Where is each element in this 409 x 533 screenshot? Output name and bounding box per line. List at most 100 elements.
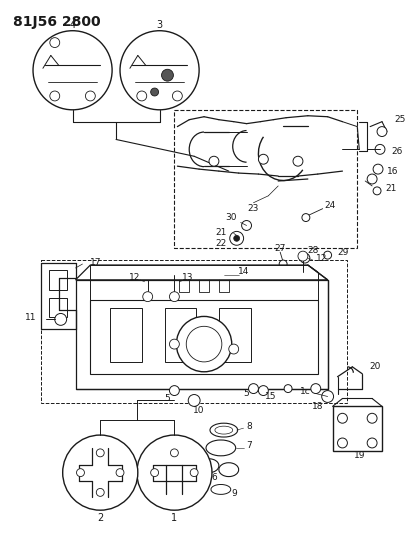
Circle shape [279, 260, 287, 268]
Circle shape [33, 31, 112, 110]
Text: 10: 10 [193, 406, 205, 415]
Text: 3: 3 [157, 20, 163, 30]
Circle shape [377, 127, 387, 136]
Circle shape [258, 386, 268, 395]
Text: 1c: 1c [300, 387, 311, 396]
Circle shape [55, 313, 67, 325]
Circle shape [173, 91, 182, 101]
Circle shape [293, 156, 303, 166]
Text: 5: 5 [164, 394, 171, 403]
Bar [333, 406, 382, 451]
Bar [90, 300, 318, 374]
Text: 7: 7 [247, 441, 252, 450]
Circle shape [76, 469, 84, 477]
Text: 12: 12 [129, 273, 141, 282]
Bar [179, 272, 189, 292]
Bar [76, 280, 328, 389]
Text: 9: 9 [232, 489, 238, 498]
Text: 8: 8 [247, 422, 252, 431]
Circle shape [375, 144, 385, 154]
Circle shape [151, 469, 159, 477]
Circle shape [85, 91, 95, 101]
Circle shape [322, 391, 334, 402]
Text: 24: 24 [324, 201, 335, 210]
Circle shape [367, 174, 377, 184]
Circle shape [190, 469, 198, 477]
Bar [164, 308, 196, 362]
Circle shape [151, 88, 159, 96]
Bar [174, 110, 357, 248]
Circle shape [143, 292, 153, 302]
Circle shape [229, 344, 239, 354]
Text: 5: 5 [244, 389, 249, 398]
Text: 12: 12 [316, 254, 327, 263]
Circle shape [137, 435, 212, 510]
Text: 22: 22 [215, 239, 227, 248]
Circle shape [373, 164, 383, 174]
Circle shape [367, 413, 377, 423]
Bar [41, 260, 347, 403]
Text: 13: 13 [182, 273, 193, 282]
Circle shape [50, 38, 60, 47]
Text: 4: 4 [70, 20, 76, 30]
Circle shape [50, 91, 60, 101]
Bar [219, 308, 251, 362]
Circle shape [324, 251, 332, 259]
Bar [49, 297, 67, 318]
Text: 14: 14 [238, 268, 249, 277]
Text: 21: 21 [215, 228, 227, 237]
Circle shape [302, 214, 310, 222]
Circle shape [169, 339, 179, 349]
Circle shape [186, 326, 222, 362]
Circle shape [120, 31, 199, 110]
Text: 1: 1 [171, 513, 178, 523]
Circle shape [169, 292, 179, 302]
Circle shape [367, 438, 377, 448]
Bar [49, 270, 67, 290]
Circle shape [311, 384, 321, 393]
Circle shape [298, 251, 308, 261]
Circle shape [137, 91, 147, 101]
Text: 81J56 2800: 81J56 2800 [13, 15, 101, 29]
Text: 29: 29 [337, 248, 349, 257]
Text: 20: 20 [369, 362, 380, 372]
Text: 27: 27 [274, 244, 286, 253]
Circle shape [258, 154, 268, 164]
Circle shape [249, 384, 258, 393]
Circle shape [337, 438, 347, 448]
Text: 15: 15 [265, 392, 276, 401]
Text: 23: 23 [248, 204, 259, 213]
Text: 26: 26 [391, 147, 402, 156]
Text: 18: 18 [312, 402, 324, 411]
Circle shape [96, 449, 104, 457]
Circle shape [230, 231, 244, 245]
Bar [199, 272, 209, 292]
Circle shape [171, 449, 178, 457]
Circle shape [234, 236, 240, 241]
Circle shape [96, 488, 104, 496]
Text: 16: 16 [387, 167, 398, 175]
Circle shape [284, 385, 292, 392]
Text: 25: 25 [395, 115, 406, 124]
Circle shape [176, 317, 232, 372]
Circle shape [169, 386, 179, 395]
Circle shape [63, 435, 138, 510]
Text: 19: 19 [353, 451, 365, 461]
Circle shape [116, 469, 124, 477]
Bar [219, 272, 229, 292]
Text: 11: 11 [25, 313, 36, 322]
Text: 17: 17 [90, 257, 102, 266]
Text: 28: 28 [307, 246, 319, 255]
Circle shape [209, 156, 219, 166]
Circle shape [242, 221, 252, 230]
Circle shape [373, 187, 381, 195]
Circle shape [337, 413, 347, 423]
Text: 30: 30 [225, 213, 236, 222]
Polygon shape [76, 265, 328, 280]
Circle shape [162, 69, 173, 81]
Text: 2: 2 [97, 513, 103, 523]
Bar [110, 308, 142, 362]
Circle shape [188, 394, 200, 406]
Text: 21: 21 [385, 184, 396, 193]
Circle shape [300, 253, 310, 263]
